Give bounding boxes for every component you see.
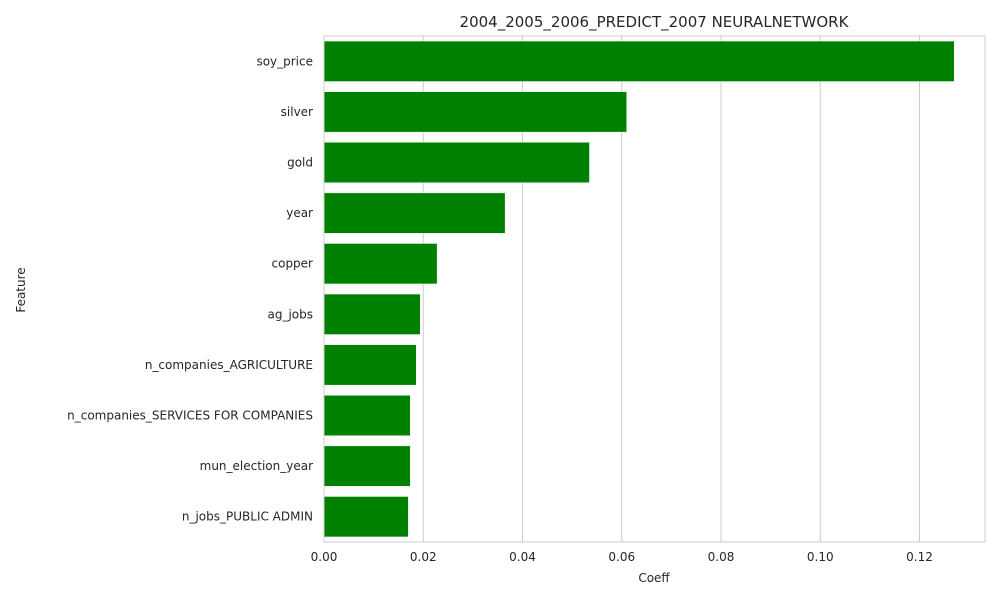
y-tick-label: silver bbox=[281, 105, 313, 119]
bar bbox=[323, 496, 409, 538]
y-axis-label: Feature bbox=[14, 267, 28, 312]
y-tick-label: ag_jobs bbox=[267, 307, 313, 321]
y-tick-label: n_companies_AGRICULTURE bbox=[145, 358, 313, 372]
bar bbox=[323, 192, 506, 234]
bar bbox=[323, 395, 411, 436]
bar bbox=[323, 40, 955, 82]
axes bbox=[323, 35, 986, 543]
x-axis-label: Coeff bbox=[638, 571, 670, 585]
x-tick-label: 0.00 bbox=[311, 550, 338, 564]
y-tick-label: copper bbox=[272, 257, 314, 271]
x-tick-label: 0.02 bbox=[410, 550, 437, 564]
x-tick-label: 0.10 bbox=[807, 550, 834, 564]
y-tick-label: n_jobs_PUBLIC ADMIN bbox=[182, 510, 313, 524]
bar bbox=[323, 445, 411, 487]
y-tick-label: mun_election_year bbox=[200, 459, 313, 473]
chart-title: 2004_2005_2006_PREDICT_2007 NEURALNETWOR… bbox=[460, 13, 850, 32]
bar bbox=[323, 293, 421, 335]
x-tick-label: 0.12 bbox=[906, 550, 933, 564]
bars bbox=[323, 40, 955, 538]
y-tick-label: gold bbox=[287, 156, 313, 170]
bar bbox=[323, 243, 438, 285]
y-tick-label: n_companies_SERVICES FOR COMPANIES bbox=[67, 409, 313, 423]
x-tick-label: 0.08 bbox=[708, 550, 735, 564]
x-tick-label: 0.06 bbox=[608, 550, 635, 564]
bar bbox=[323, 142, 590, 183]
bar bbox=[323, 344, 417, 386]
y-tick-label: soy_price bbox=[256, 54, 313, 68]
x-tick-labels: 0.00 0.02 0.04 0.06 0.08 0.10 0.12 bbox=[311, 550, 933, 564]
plot-frame bbox=[323, 35, 986, 543]
bar bbox=[323, 91, 627, 133]
y-tick-label: year bbox=[286, 206, 313, 220]
x-tick-label: 0.04 bbox=[509, 550, 536, 564]
